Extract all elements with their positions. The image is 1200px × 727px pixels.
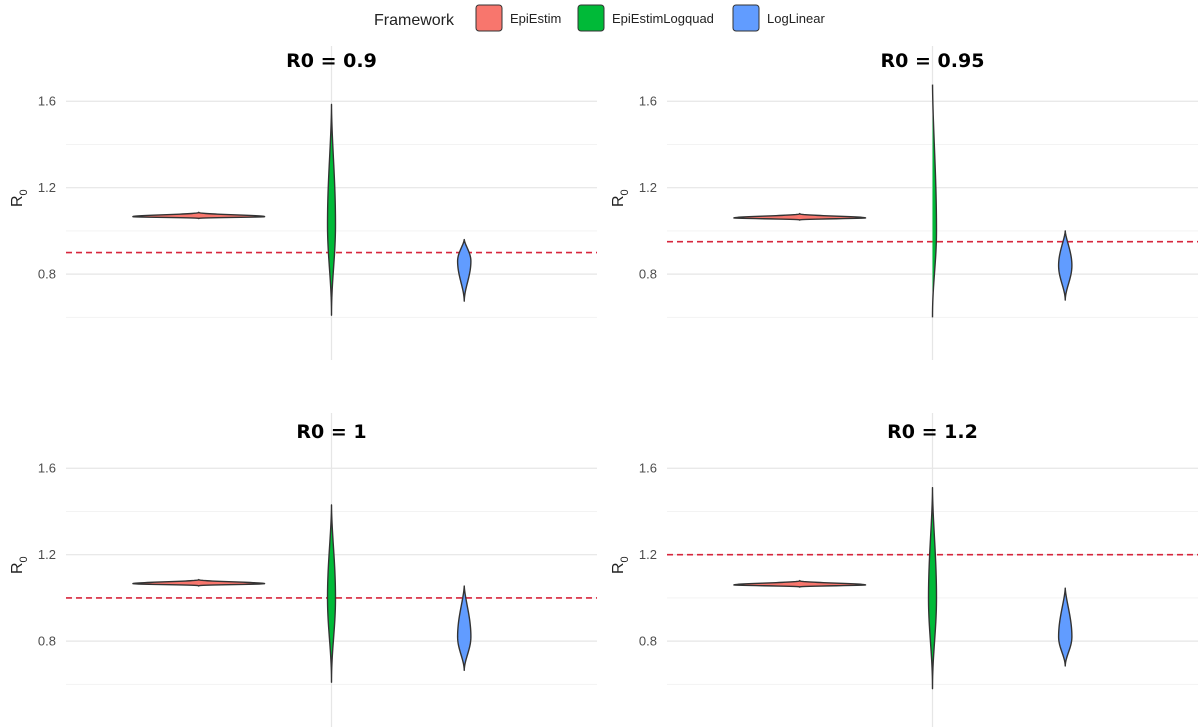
panel-1: 0.8 1.2 1.6 R0 = 0.9 R0 [9, 46, 597, 360]
legend-label-loglinear: LogLinear [767, 11, 825, 26]
y-tick-label: 1.6 [38, 94, 56, 109]
y-axis-label-sub: 0 [18, 556, 30, 562]
y-axis-label-main: R [610, 562, 627, 574]
violin-epiestimlogquad [328, 505, 336, 682]
violin-epiestim [133, 580, 265, 586]
y-tick-label: 1.2 [38, 180, 56, 195]
y-tick-label: 1.2 [639, 547, 657, 562]
panel-3: 0.8 1.2 1.6 R0 = 1 R0 [9, 413, 597, 727]
violin-epiestim [734, 581, 866, 587]
violin-loglinear [1059, 588, 1072, 666]
violin-epiestimlogquad [929, 488, 937, 689]
y-tick-label: 1.6 [639, 94, 657, 109]
y-tick-label: 0.8 [38, 634, 56, 649]
y-tick-label: 1.6 [639, 461, 657, 476]
panel-title: R0 = 0.95 [881, 50, 985, 72]
y-axis-label-sub: 0 [18, 189, 30, 195]
panel-4: 0.8 1.2 1.6 R0 = 1.2 R0 [610, 413, 1198, 727]
panel-2: 0.8 1.2 1.6 R0 = 0.95 R0 [610, 46, 1198, 360]
legend-label-epiestimlogquad: EpiEstimLogquad [612, 11, 714, 26]
legend-item-epiestimlogquad: EpiEstimLogquad [578, 5, 714, 31]
y-axis-label: R0 [610, 189, 631, 207]
legend-key-epiestimlogquad [578, 5, 604, 31]
y-tick-label: 0.8 [38, 267, 56, 282]
y-axis-label-main: R [610, 195, 627, 207]
y-axis-label: R0 [9, 189, 30, 207]
y-axis-label-main: R [9, 562, 26, 574]
violin-epiestimlogquad [933, 85, 937, 318]
panel-title: R0 = 1 [296, 421, 366, 443]
y-axis-label-sub: 0 [619, 189, 631, 195]
legend-item-loglinear: LogLinear [733, 5, 825, 31]
y-tick-label: 0.8 [639, 634, 657, 649]
violin-epiestim [734, 214, 866, 220]
legend-item-epiestim: EpiEstim [476, 5, 561, 31]
violin-epiestim [133, 212, 265, 218]
legend-key-loglinear [733, 5, 759, 31]
y-axis-label: R0 [9, 556, 30, 574]
violin-loglinear [458, 240, 471, 302]
y-tick-label: 1.6 [38, 461, 56, 476]
y-tick-label: 1.2 [38, 547, 56, 562]
y-axis-label: R0 [610, 556, 631, 574]
legend-label-epiestim: EpiEstim [510, 11, 561, 26]
legend: Framework EpiEstim EpiEstimLogquad LogLi… [374, 5, 825, 31]
panel-title: R0 = 1.2 [887, 421, 978, 443]
y-tick-label: 0.8 [639, 267, 657, 282]
legend-title: Framework [374, 12, 455, 29]
panel-title: R0 = 0.9 [286, 50, 377, 72]
legend-key-epiestim [476, 5, 502, 31]
y-axis-label-sub: 0 [619, 556, 631, 562]
y-tick-label: 1.2 [639, 180, 657, 195]
y-axis-label-main: R [9, 195, 26, 207]
violin-epiestimlogquad [328, 104, 336, 315]
